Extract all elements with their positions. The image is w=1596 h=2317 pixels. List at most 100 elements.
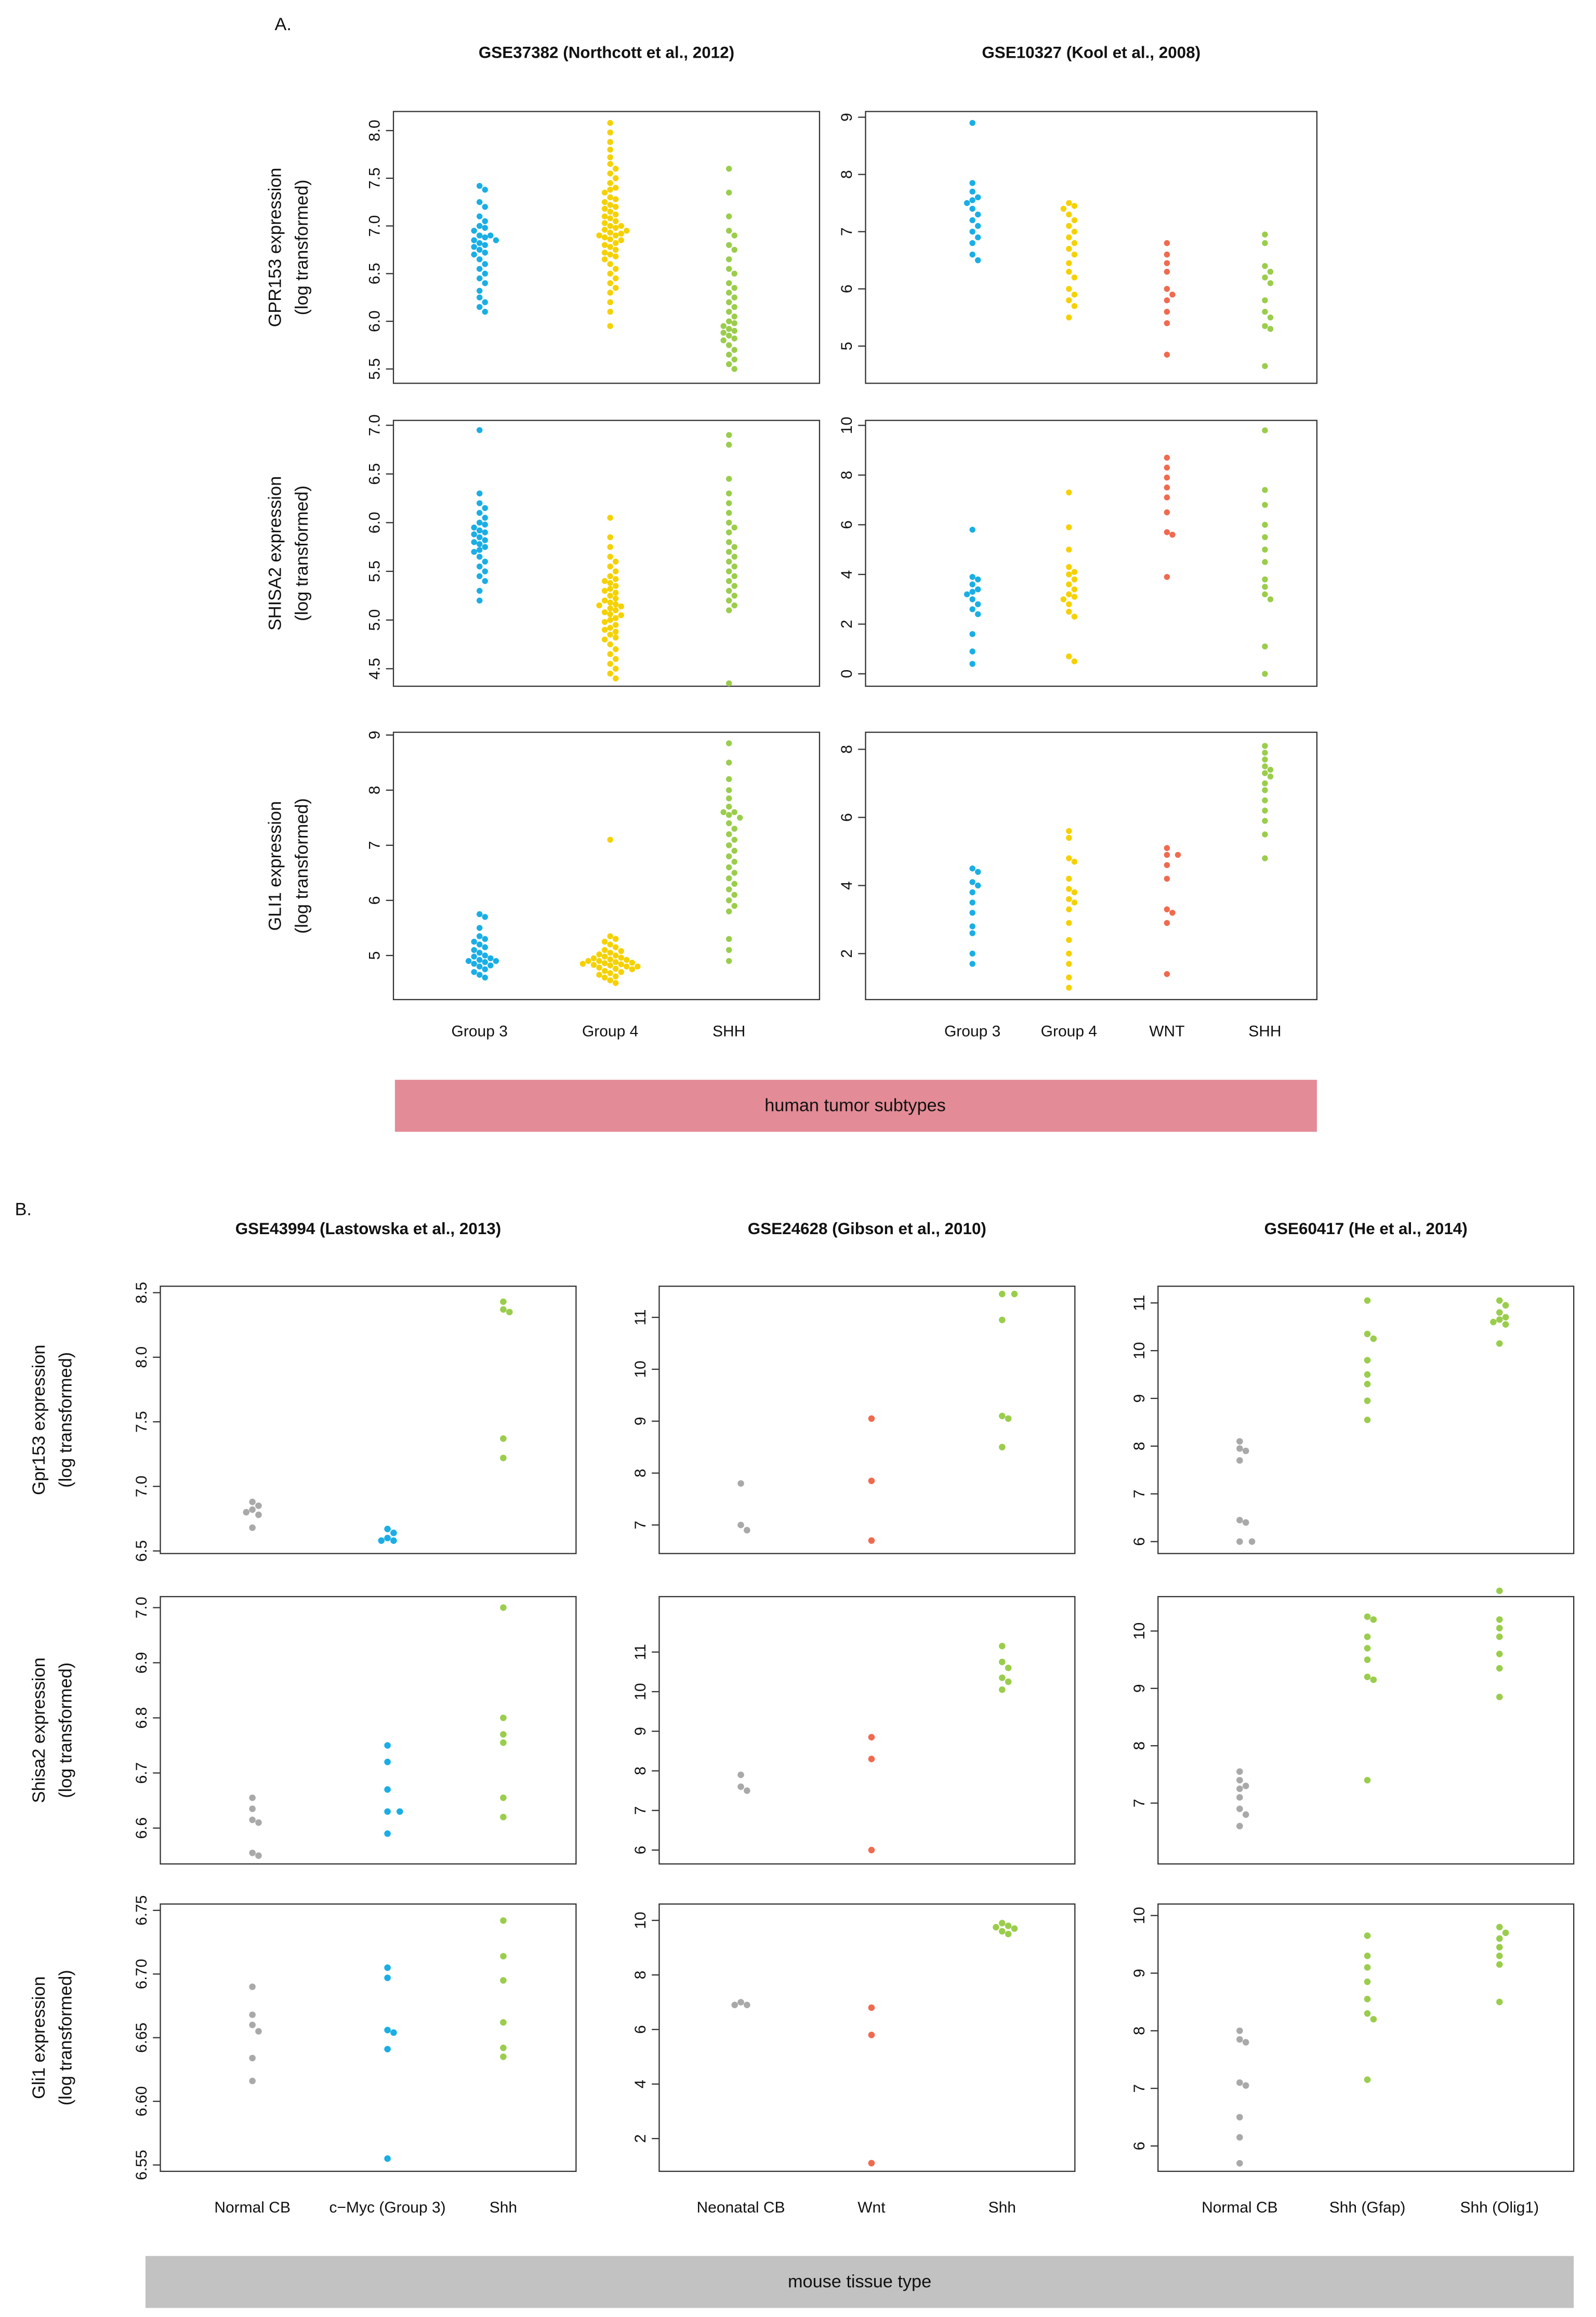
point — [607, 202, 613, 208]
band-label: human tumor subtypes — [764, 1096, 946, 1116]
point — [612, 595, 619, 602]
point — [1364, 1656, 1371, 1663]
point — [731, 892, 737, 898]
point — [969, 120, 975, 126]
point — [1242, 1783, 1249, 1789]
point — [726, 558, 732, 565]
point — [726, 476, 732, 482]
point — [1066, 285, 1072, 292]
point — [601, 597, 608, 604]
point — [1066, 581, 1072, 587]
point — [726, 776, 732, 782]
point — [384, 1759, 391, 1765]
point — [384, 1525, 391, 1533]
point — [612, 656, 619, 662]
point — [1071, 569, 1078, 575]
point — [465, 958, 472, 964]
y-tick-label: 7 — [1131, 1489, 1148, 1498]
point — [1502, 1929, 1509, 1936]
point — [612, 218, 619, 225]
point — [500, 1298, 507, 1305]
point — [726, 228, 732, 234]
point — [1502, 1314, 1509, 1321]
point — [1496, 1651, 1503, 1657]
point — [1066, 601, 1072, 608]
point — [477, 963, 483, 970]
plot-frame — [865, 420, 1318, 687]
point — [1071, 303, 1078, 309]
point — [726, 597, 732, 604]
y-tick-label: 6.5 — [133, 1540, 150, 1562]
point — [731, 328, 737, 334]
point — [482, 959, 488, 965]
point — [1496, 1316, 1503, 1323]
point — [612, 266, 619, 272]
point — [731, 544, 737, 550]
y-tick-label: 8 — [366, 786, 384, 795]
point — [731, 554, 737, 560]
point — [607, 270, 613, 277]
point — [731, 2001, 738, 2009]
point — [731, 870, 737, 876]
point — [477, 972, 483, 978]
y-tick-label: 7.0 — [366, 414, 384, 436]
point — [482, 974, 488, 981]
y-tick-label: 7.0 — [366, 215, 384, 237]
point — [255, 1511, 262, 1519]
x-tick-label: Shh — [988, 2199, 1016, 2216]
point — [1262, 743, 1268, 749]
point — [999, 1658, 1006, 1666]
point — [612, 175, 619, 181]
point — [612, 675, 619, 682]
point — [1262, 591, 1268, 597]
point — [612, 275, 619, 282]
point — [612, 615, 619, 621]
point — [1242, 1811, 1249, 1818]
plot-frame — [865, 111, 1318, 384]
point — [477, 941, 483, 948]
point — [249, 1849, 256, 1856]
point — [596, 958, 602, 964]
point — [384, 1535, 391, 1541]
point — [255, 1852, 262, 1859]
plot-frame — [392, 420, 821, 687]
point — [1164, 474, 1170, 481]
point — [1169, 910, 1176, 916]
point — [731, 320, 737, 326]
point — [1066, 591, 1072, 597]
point — [585, 958, 591, 964]
y-tick-label: 10 — [632, 1360, 649, 1378]
point — [969, 581, 975, 587]
plot-frame — [1157, 1596, 1575, 1865]
point — [1066, 200, 1072, 206]
point — [974, 211, 981, 218]
point — [726, 787, 732, 793]
point — [601, 947, 608, 953]
point — [964, 200, 970, 206]
point — [1496, 1297, 1503, 1304]
point — [493, 958, 499, 964]
point — [1164, 308, 1170, 315]
y-tick-label: 6 — [1131, 1537, 1148, 1546]
point — [1066, 974, 1072, 980]
point — [471, 961, 477, 967]
point — [1071, 576, 1078, 583]
point — [477, 925, 483, 931]
point — [1066, 268, 1072, 275]
point — [601, 227, 608, 233]
point — [1236, 1516, 1243, 1524]
point — [969, 217, 975, 224]
y-tick-label: 8.0 — [133, 1346, 150, 1368]
point — [1164, 494, 1170, 501]
y-tick-label: 2 — [838, 949, 855, 958]
y-tick-label: 6.9 — [133, 1652, 150, 1674]
point — [1169, 291, 1176, 298]
point — [1005, 1922, 1012, 1929]
point — [1267, 326, 1274, 332]
y-axis-label: (log transformed) — [56, 1352, 76, 1488]
y-tick-label: 7 — [838, 227, 855, 236]
point — [726, 509, 732, 516]
point — [1236, 1785, 1243, 1792]
point — [1364, 1613, 1371, 1620]
